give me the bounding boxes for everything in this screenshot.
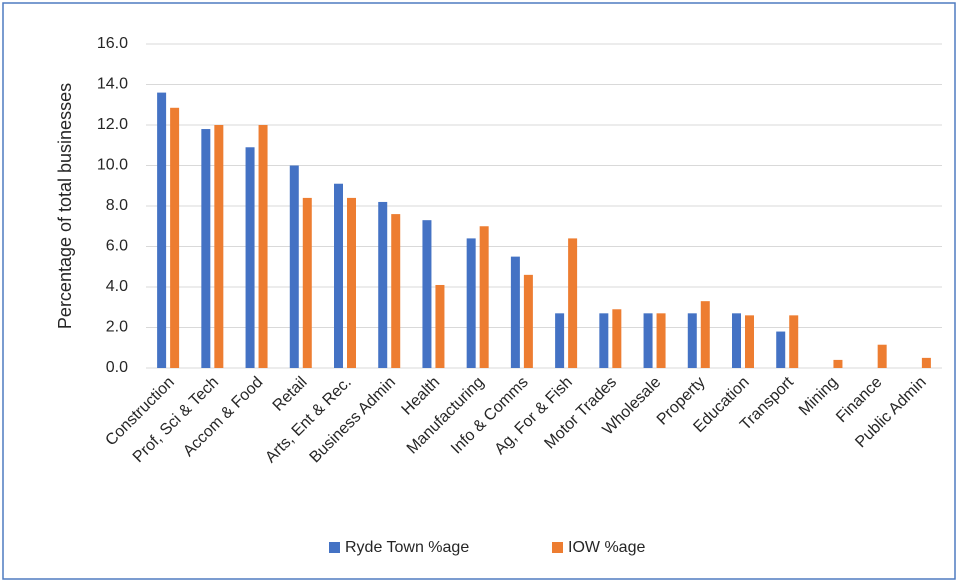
bar xyxy=(510,256,520,368)
bar xyxy=(523,274,533,368)
bar xyxy=(643,313,653,368)
legend-label: IOW %age xyxy=(568,539,645,556)
bar xyxy=(201,129,211,368)
y-tick-label: 6.0 xyxy=(106,238,128,255)
y-tick-label: 14.0 xyxy=(97,76,128,93)
bar xyxy=(568,238,578,368)
bar xyxy=(435,284,445,368)
bar xyxy=(776,331,786,368)
bar xyxy=(466,238,476,368)
bar xyxy=(378,201,388,368)
bar xyxy=(555,313,565,368)
bar xyxy=(422,220,432,368)
bar xyxy=(745,315,754,368)
y-tick-label: 0.0 xyxy=(106,359,128,376)
bar xyxy=(214,125,224,368)
legend-swatch xyxy=(329,542,340,553)
bar xyxy=(700,301,710,368)
bar xyxy=(612,309,622,368)
bar xyxy=(921,357,931,368)
y-axis-title: Percentage of total businesses xyxy=(55,83,75,329)
bar xyxy=(258,125,268,368)
bar xyxy=(599,313,609,368)
y-tick-label: 12.0 xyxy=(97,116,128,133)
bar xyxy=(789,315,799,368)
y-tick-label: 16.0 xyxy=(97,35,128,52)
y-tick-label: 8.0 xyxy=(106,197,128,214)
y-tick-label: 2.0 xyxy=(106,319,128,336)
legend-swatch xyxy=(552,542,563,553)
bar xyxy=(732,313,741,368)
bar xyxy=(656,313,666,368)
bar xyxy=(245,147,255,368)
y-tick-label: 4.0 xyxy=(106,278,128,295)
bar xyxy=(877,344,887,368)
legend-label: Ryde Town %age xyxy=(345,539,469,556)
bar xyxy=(833,359,843,368)
bar xyxy=(289,165,299,368)
bar xyxy=(302,197,312,368)
bar xyxy=(687,313,697,368)
bar xyxy=(334,183,343,368)
bar xyxy=(157,92,167,368)
bar xyxy=(347,197,356,368)
bar xyxy=(170,107,180,368)
y-tick-label: 10.0 xyxy=(97,157,128,174)
bar xyxy=(391,214,401,368)
bar xyxy=(479,226,489,368)
